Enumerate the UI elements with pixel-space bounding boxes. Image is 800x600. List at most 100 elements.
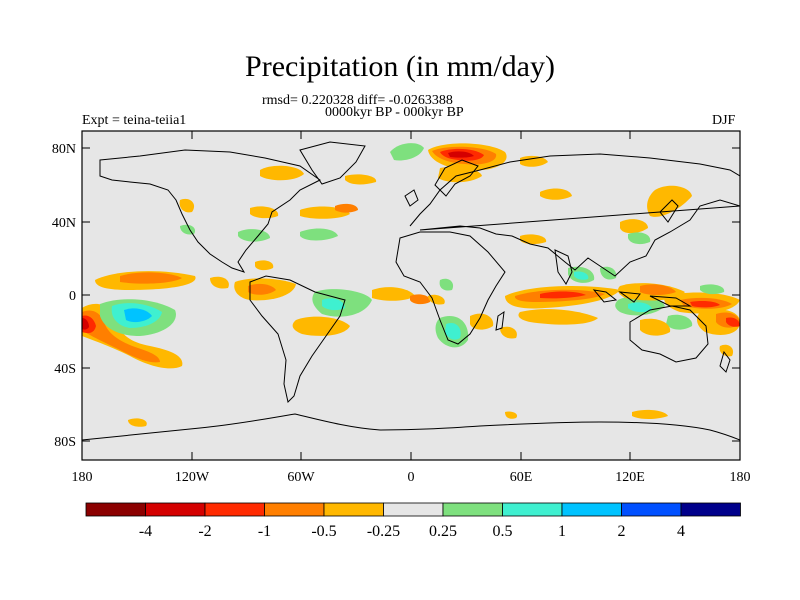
colorbar-swatch — [621, 502, 682, 517]
lon-tick-marks — [81, 131, 741, 460]
anomaly-patch — [505, 411, 518, 419]
anomaly-patch — [690, 301, 720, 308]
coastlines — [82, 141, 740, 441]
anomaly-patch — [666, 314, 693, 330]
coastline-madagascar — [495, 310, 505, 331]
anomaly-patch — [82, 318, 89, 330]
coastline-africa — [395, 231, 506, 345]
coastline-antarctica — [82, 413, 740, 441]
colorbar-swatch — [145, 502, 206, 517]
season-label: DJF — [712, 113, 736, 128]
coastline-australia — [629, 305, 709, 363]
lon-tick-label: 0 — [408, 470, 415, 485]
colorbar — [85, 502, 741, 517]
coastline-south-america — [249, 275, 346, 403]
coastline-eurasia — [409, 153, 740, 277]
anomaly-patch — [726, 317, 740, 327]
coastline-scandinavia — [434, 159, 479, 197]
lon-tick-label: 60W — [287, 470, 315, 485]
coastline-north-america — [99, 149, 321, 273]
colorbar-swatch — [442, 502, 503, 517]
coastline-indonesia — [592, 289, 692, 307]
anomaly-patch — [518, 309, 598, 325]
anomaly-patch — [410, 294, 431, 305]
anomaly-patch — [640, 318, 671, 336]
anomaly-patch — [82, 310, 160, 363]
rmsd-diff-stats: rmsd= 0.220328 diff= -0.0263388 — [262, 93, 453, 108]
colorbar-label: -4 — [139, 523, 152, 540]
anomaly-patch — [238, 229, 270, 242]
anomaly-patch — [540, 291, 586, 299]
anomaly-patch — [124, 308, 152, 323]
lat-tick-label: 80S — [54, 435, 76, 450]
anomaly-patch — [448, 151, 474, 158]
anomaly-patch — [255, 260, 274, 271]
anomaly-patch — [128, 418, 147, 427]
colorbar-swatch — [561, 502, 622, 517]
coastline-new-zealand — [719, 350, 731, 373]
lon-tick-label: 120E — [615, 470, 645, 485]
map-title: Precipitation (in mm/day) — [245, 50, 555, 83]
anomaly-patch — [300, 228, 338, 241]
anomaly-patch — [345, 174, 377, 185]
anomaly-patch — [445, 322, 461, 340]
colorbar-label: 0.5 — [493, 523, 513, 540]
lon-tick-label: 120W — [175, 470, 210, 485]
anomaly-patch — [248, 283, 276, 295]
anomaly-patch — [719, 344, 734, 357]
coastline-greenland — [299, 141, 366, 185]
coastline-japan — [659, 199, 679, 223]
anomaly-patch — [500, 326, 517, 339]
experiment-label: Expt = teina-teiia1 — [82, 113, 187, 128]
lat-tick-label: 80N — [52, 142, 76, 157]
lat-tick-marks — [82, 147, 740, 442]
anomaly-patch — [322, 298, 345, 311]
anomaly-patch — [372, 287, 415, 301]
anomaly-patch — [632, 409, 668, 419]
lon-tick-label: 60E — [510, 470, 533, 485]
anomaly-patch — [520, 155, 548, 167]
anomaly-patch — [439, 278, 454, 291]
colorbar-swatch — [502, 502, 563, 517]
anomaly-patch — [620, 219, 648, 234]
colorbar-swatch — [204, 502, 265, 517]
anomaly-patch — [520, 234, 547, 245]
lat-tick-label: 40S — [54, 362, 76, 377]
colorbar-swatch — [264, 502, 325, 517]
lat-tick-label: 40N — [52, 216, 76, 231]
anomaly-patch — [628, 232, 651, 245]
lon-tick-label: 180 — [730, 470, 751, 485]
lat-tick-label: 0 — [69, 289, 76, 304]
colorbar-label: -0.5 — [311, 523, 336, 540]
experiment-period: 0000kyr BP - 000kyr BP — [325, 105, 464, 120]
colorbar-label: -1 — [258, 523, 271, 540]
anomaly-patch — [640, 284, 676, 295]
colorbar-label: 4 — [677, 523, 685, 540]
coastline-british-isles — [404, 189, 419, 207]
anomaly-patch — [210, 276, 229, 289]
anomaly-patch — [260, 165, 304, 181]
colorbar-swatch — [383, 502, 444, 517]
colorbar-swatch — [680, 502, 741, 517]
colorbar-labels: -4 -2 -1 -0.5 -0.25 0.25 0.5 1 2 4 — [139, 523, 685, 540]
colorbar-label: -0.25 — [367, 523, 400, 540]
anomaly-patch — [390, 143, 424, 161]
colorbar-label: -2 — [198, 523, 211, 540]
anomaly-patch — [600, 266, 617, 280]
anomaly-patch — [628, 302, 652, 313]
colorbar-swatch — [323, 502, 384, 517]
lon-tick-label: 180 — [72, 470, 93, 485]
anomaly-patch — [700, 284, 725, 295]
anomaly-patch — [574, 271, 589, 280]
coastline-india — [554, 249, 573, 285]
anomaly-patch — [540, 188, 572, 200]
anomaly-patch — [647, 185, 692, 217]
anomaly-patch — [428, 294, 445, 305]
anomaly-patch — [335, 203, 358, 213]
anomaly-patch — [179, 198, 195, 213]
colorbar-label: 2 — [618, 523, 626, 540]
colorbar-label: 1 — [558, 523, 566, 540]
colorbar-swatch — [85, 502, 146, 517]
anomaly-patch — [120, 272, 182, 284]
